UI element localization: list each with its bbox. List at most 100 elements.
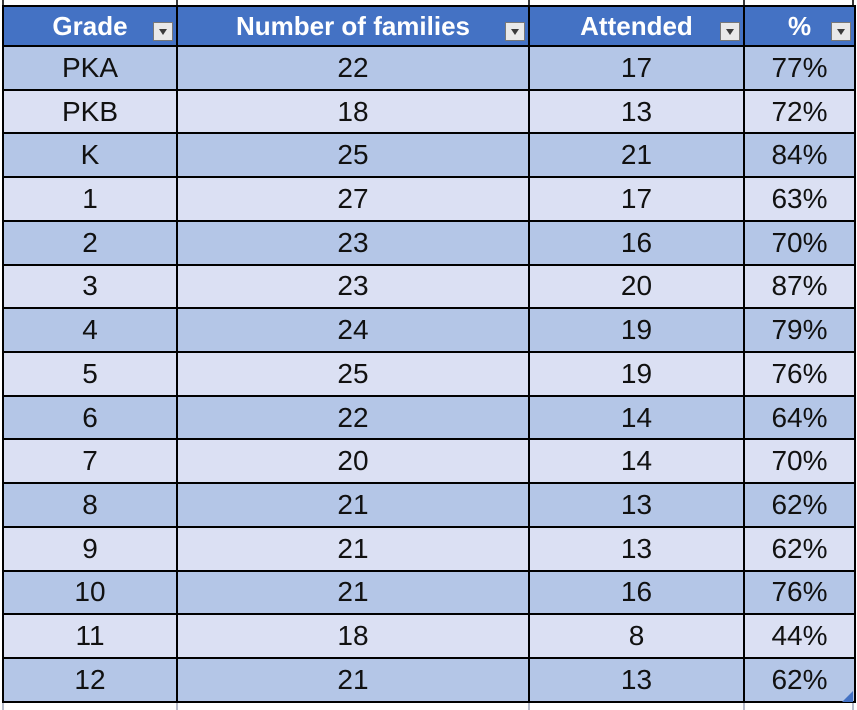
header-percent[interactable]: % [743, 5, 856, 47]
cell-grade[interactable]: 8 [2, 482, 178, 528]
cell-attended[interactable]: 19 [528, 351, 745, 397]
chevron-down-icon [159, 28, 167, 35]
table-body: PKA 22 17 77% PKB 18 13 72% K 25 21 84% 1 27 17 63% 2 23 1… [2, 45, 856, 703]
header-grade[interactable]: Grade [2, 5, 178, 47]
cell-grade[interactable]: 3 [2, 263, 178, 310]
cell-pct[interactable]: 77% [743, 45, 856, 91]
cell-pct[interactable]: 62% [743, 525, 856, 572]
chevron-down-icon [511, 28, 519, 35]
gridline [176, 703, 178, 710]
cell-attended[interactable]: 20 [528, 263, 745, 310]
cell-pct[interactable]: 76% [743, 351, 856, 397]
cell-attended[interactable]: 13 [528, 657, 745, 703]
cell-families[interactable]: 21 [176, 657, 530, 703]
cell-attended[interactable]: 14 [528, 438, 745, 485]
cell-families[interactable]: 21 [176, 525, 530, 572]
cell-grade[interactable]: PKB [2, 88, 178, 135]
cell-attended[interactable]: 17 [528, 176, 745, 222]
cell-grade[interactable]: PKA [2, 45, 178, 91]
table-resize-handle[interactable] [842, 691, 853, 702]
cell-attended[interactable]: 19 [528, 307, 745, 354]
gridline [852, 703, 854, 710]
table-row: 10 21 16 76% [2, 569, 856, 616]
filter-dropdown-button[interactable] [720, 22, 740, 41]
cell-grade[interactable]: 9 [2, 525, 178, 572]
filter-dropdown-button[interactable] [153, 22, 173, 41]
cell-families[interactable]: 23 [176, 219, 530, 266]
gridline [852, 0, 854, 5]
cell-families[interactable]: 27 [176, 176, 530, 222]
cell-pct[interactable]: 70% [743, 438, 856, 485]
cell-attended[interactable]: 8 [528, 613, 745, 660]
gridline-strip-bottom [0, 703, 857, 710]
table-row: 1 27 17 63% [2, 176, 856, 222]
cell-attended[interactable]: 13 [528, 482, 745, 528]
chevron-down-icon [837, 28, 845, 35]
gridline [2, 0, 4, 5]
cell-families[interactable]: 22 [176, 45, 530, 91]
table-row: 11 18 8 44% [2, 613, 856, 660]
cell-grade[interactable]: 4 [2, 307, 178, 354]
gridline-strip-top [0, 0, 857, 5]
header-attended[interactable]: Attended [528, 5, 745, 47]
cell-pct[interactable]: 79% [743, 307, 856, 354]
cell-attended[interactable]: 14 [528, 394, 745, 441]
cell-pct[interactable]: 63% [743, 176, 856, 222]
cell-families[interactable]: 18 [176, 613, 530, 660]
cell-families[interactable]: 25 [176, 132, 530, 179]
cell-pct[interactable]: 72% [743, 88, 856, 135]
header-grade-label: Grade [52, 10, 128, 41]
cell-pct[interactable]: 70% [743, 219, 856, 266]
cell-attended[interactable]: 16 [528, 569, 745, 616]
gridline [743, 703, 745, 710]
cell-grade[interactable]: 11 [2, 613, 178, 660]
cell-pct[interactable]: 62% [743, 657, 856, 703]
cell-grade[interactable]: 10 [2, 569, 178, 616]
cell-pct[interactable]: 62% [743, 482, 856, 528]
cell-grade[interactable]: 1 [2, 176, 178, 222]
cell-grade[interactable]: 5 [2, 351, 178, 397]
table-row: 2 23 16 70% [2, 219, 856, 266]
cell-families[interactable]: 21 [176, 482, 530, 528]
cell-grade[interactable]: 6 [2, 394, 178, 441]
cell-pct[interactable]: 64% [743, 394, 856, 441]
cell-grade[interactable]: 12 [2, 657, 178, 703]
header-number-of-families[interactable]: Number of families [176, 5, 530, 47]
cell-attended[interactable]: 13 [528, 88, 745, 135]
cell-grade[interactable]: 7 [2, 438, 178, 485]
cell-pct[interactable]: 44% [743, 613, 856, 660]
filter-dropdown-button[interactable] [505, 22, 525, 41]
cell-attended[interactable]: 21 [528, 132, 745, 179]
gridline [176, 0, 178, 5]
cell-grade[interactable]: K [2, 132, 178, 179]
filter-dropdown-button[interactable] [831, 22, 851, 41]
table-row: PKA 22 17 77% [2, 45, 856, 91]
table-row: 6 22 14 64% [2, 394, 856, 441]
gridline [2, 703, 4, 710]
header-percent-label: % [787, 10, 812, 41]
cell-families[interactable]: 22 [176, 394, 530, 441]
cell-pct[interactable]: 84% [743, 132, 856, 179]
table-row: 12 21 13 62% [2, 657, 856, 703]
cell-attended[interactable]: 16 [528, 219, 745, 266]
cell-families[interactable]: 24 [176, 307, 530, 354]
header-families-label: Number of families [235, 10, 471, 41]
cell-families[interactable]: 21 [176, 569, 530, 616]
table-row: 4 24 19 79% [2, 307, 856, 354]
cell-attended[interactable]: 17 [528, 45, 745, 91]
cell-grade[interactable]: 2 [2, 219, 178, 266]
cell-pct[interactable]: 76% [743, 569, 856, 616]
cell-families[interactable]: 20 [176, 438, 530, 485]
table-row: 5 25 19 76% [2, 351, 856, 397]
cell-families[interactable]: 25 [176, 351, 530, 397]
cell-attended[interactable]: 13 [528, 525, 745, 572]
table-row: 9 21 13 62% [2, 525, 856, 572]
header-attended-label: Attended [580, 10, 693, 41]
header-row: Grade Number of families Attended [2, 5, 856, 47]
chevron-down-icon [726, 28, 734, 35]
cell-families[interactable]: 23 [176, 263, 530, 310]
gridline [528, 703, 530, 710]
cell-pct[interactable]: 87% [743, 263, 856, 310]
table-row: 8 21 13 62% [2, 482, 856, 528]
cell-families[interactable]: 18 [176, 88, 530, 135]
